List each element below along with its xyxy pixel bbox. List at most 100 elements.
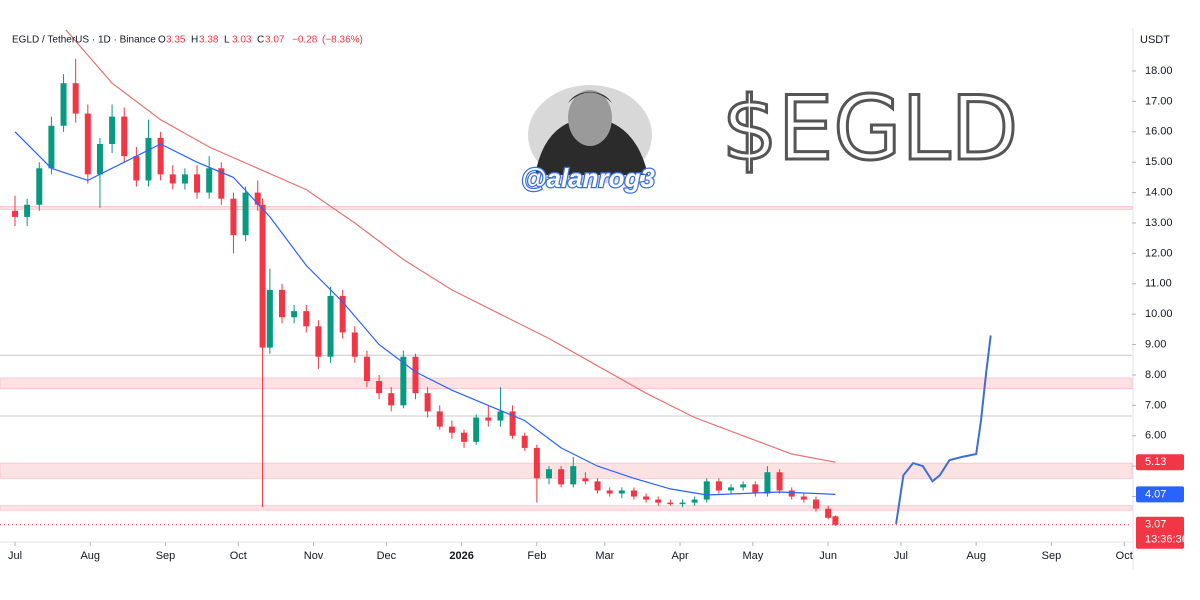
candle-body [788, 490, 795, 497]
ohlc-key: C [257, 35, 264, 46]
candle-body [351, 332, 358, 357]
candle-body [740, 484, 747, 488]
candle-body [509, 411, 516, 436]
x-tick-label: Jul [894, 550, 908, 562]
y-tick-label: 16.00 [1145, 126, 1173, 138]
candle-body [266, 289, 273, 348]
zone [0, 505, 1133, 511]
zone [0, 205, 1133, 210]
change-pct: (−8.36%) [322, 35, 363, 46]
candle-body [36, 168, 43, 205]
candle-body [412, 356, 419, 394]
candle-body [230, 198, 237, 236]
candle-body [194, 174, 201, 193]
x-tick-label: Oct [1116, 550, 1133, 562]
price-label-box [1136, 454, 1184, 471]
candle-body [655, 499, 662, 503]
ohlc-key: O [158, 35, 166, 46]
candle-body [327, 295, 334, 357]
candle-body [436, 411, 443, 427]
candle-body [363, 356, 370, 382]
candle-body [218, 168, 225, 199]
candle-body [169, 174, 176, 184]
price-label-box [1136, 486, 1184, 503]
candle-body [400, 356, 407, 406]
candle-body [291, 311, 298, 318]
candle-body [703, 481, 710, 500]
candle-body [303, 311, 310, 327]
candle-body [825, 508, 832, 518]
x-tick-label: May [742, 550, 763, 562]
candle-body [109, 116, 116, 144]
avatar: @alanrog3 [520, 85, 657, 194]
header: EGLD / TetherUS · 1D · Binance [12, 35, 156, 46]
candle-body [24, 204, 31, 217]
candle-body [278, 289, 285, 318]
candle-body [594, 481, 601, 491]
candle-body [133, 156, 140, 181]
line-series [895, 335, 992, 525]
y-tick-label: 18.00 [1145, 65, 1173, 77]
x-tick-label: Dec [377, 550, 397, 562]
candle-body [254, 192, 261, 205]
candle-body [259, 204, 266, 348]
x-tick-label: Aug [966, 550, 986, 562]
candle-body [96, 143, 103, 175]
price-label: 4.07 [1145, 488, 1166, 500]
line-series [65, 29, 836, 463]
ohlc-value: 3.38 [199, 35, 219, 46]
candle-body [570, 466, 577, 485]
line-series [14, 131, 836, 496]
candle-body [582, 478, 589, 482]
y-tick-label: 13.00 [1145, 217, 1173, 229]
candle-body [497, 411, 504, 421]
candle-body [84, 113, 91, 175]
candle-body [206, 168, 213, 193]
candle-body [606, 490, 613, 494]
candle-body [424, 393, 431, 412]
price-label: 5.13 [1145, 456, 1166, 468]
y-tick-label: 8.00 [1145, 369, 1166, 381]
candle-body [473, 417, 480, 442]
candle-body [157, 137, 164, 175]
x-tick-label: Jun [819, 550, 837, 562]
y-tick-label: 9.00 [1145, 338, 1166, 350]
y-tick-label: 7.00 [1145, 399, 1166, 411]
x-tick-label: Sep [156, 550, 176, 562]
y-tick-label: 12.00 [1145, 247, 1173, 259]
y-tick-label: 10.00 [1145, 308, 1173, 320]
candle-body [832, 516, 839, 525]
symbol: EGLD / TetherUS · 1D · Binance [12, 35, 156, 46]
candle-body [679, 502, 686, 505]
candle-body [121, 116, 128, 157]
candle-body [72, 83, 79, 114]
y-tick-label: 17.00 [1145, 95, 1173, 107]
zone [0, 462, 1133, 479]
x-tick-label: Feb [527, 550, 546, 562]
x-tick-label: Aug [80, 550, 100, 562]
candle-body [339, 295, 346, 333]
photo-body [535, 118, 648, 175]
candle-body [48, 125, 55, 169]
candle-body [533, 447, 540, 479]
x-tick-label: Oct [230, 550, 247, 562]
candle-body [376, 381, 383, 394]
candle-body [630, 490, 637, 497]
candle-body [521, 435, 528, 448]
candle-body [800, 496, 807, 500]
y-tick-label: 15.00 [1145, 156, 1173, 168]
x-tick-label: Jul [8, 550, 22, 562]
countdown: 13:36:36 [1145, 534, 1188, 546]
candle-body [667, 502, 674, 505]
x-tick-label: Sep [1042, 550, 1062, 562]
candle-body [728, 487, 735, 491]
price-label-box [1136, 516, 1184, 549]
candle-body [315, 326, 322, 357]
candle-body [242, 192, 249, 236]
candle-body [485, 417, 492, 421]
candle-body [181, 174, 188, 184]
price-label: 3.07 [1145, 519, 1166, 531]
candle-body [715, 481, 722, 491]
photo-face [568, 90, 612, 146]
